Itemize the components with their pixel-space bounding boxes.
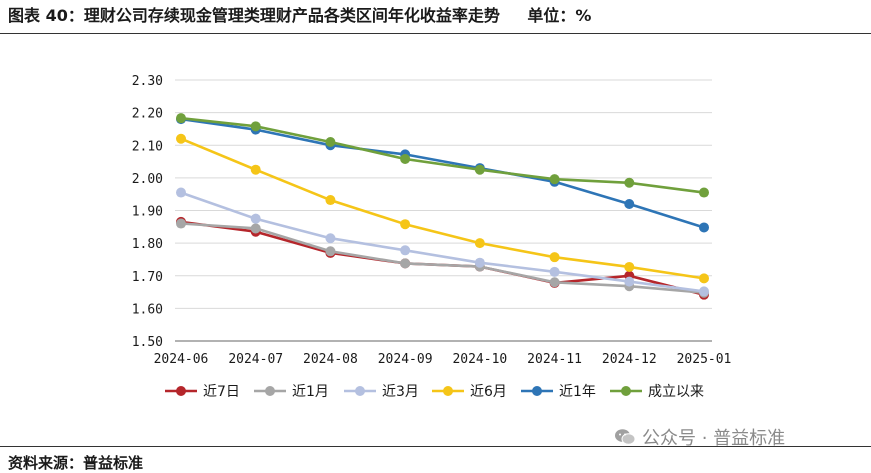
data-point xyxy=(250,121,261,132)
x-tick-label: 2024-06 xyxy=(154,352,209,367)
data-point xyxy=(325,246,336,257)
wechat-icon xyxy=(615,429,636,445)
x-tick-label: 2025-01 xyxy=(677,352,732,367)
legend-swatch-marker xyxy=(176,386,186,396)
data-point xyxy=(176,218,186,229)
legend-label: 近1年 xyxy=(559,384,596,400)
series-line-6 xyxy=(180,116,705,194)
legend-swatch-marker xyxy=(355,386,365,396)
x-tick-label: 2024-07 xyxy=(228,352,283,367)
y-tick-label: 1.80 xyxy=(132,237,163,252)
figure-label: 图表 40：理财公司存续现金管理类理财产品各类区间年化收益率走势 xyxy=(8,6,500,25)
series-line-2 xyxy=(180,222,705,294)
legend-label: 近6月 xyxy=(470,384,507,400)
series-line-4 xyxy=(180,137,705,280)
data-point xyxy=(325,233,336,244)
data-point xyxy=(325,195,336,206)
y-tick-label: 1.70 xyxy=(132,270,163,285)
legend-label: 近3月 xyxy=(382,384,419,400)
unit-label: 单位：% xyxy=(527,6,592,25)
data-point xyxy=(624,261,635,272)
data-point xyxy=(250,223,261,234)
y-tick-label: 1.50 xyxy=(132,335,163,350)
data-point xyxy=(549,266,560,277)
data-point xyxy=(176,133,186,144)
legend-label: 近1月 xyxy=(292,384,329,400)
x-tick-label: 2024-10 xyxy=(452,352,507,367)
watermark: 公众号 · 普益标准 xyxy=(614,424,785,450)
data-point xyxy=(699,273,709,284)
series-line-5 xyxy=(180,117,705,229)
legend-swatch-marker xyxy=(621,386,631,396)
series-line-3 xyxy=(180,191,705,293)
x-tick-label: 2024-12 xyxy=(602,352,657,367)
y-tick-label: 1.60 xyxy=(132,302,163,317)
data-point xyxy=(474,238,485,249)
data-point xyxy=(624,177,635,188)
data-point xyxy=(624,276,635,287)
y-tick-label: 2.30 xyxy=(132,74,163,89)
data-point xyxy=(474,164,485,175)
data-point xyxy=(699,286,709,297)
x-tick-label: 2024-11 xyxy=(527,352,582,367)
data-point xyxy=(699,187,709,198)
legend-swatch-marker xyxy=(532,386,542,396)
y-tick-label: 1.90 xyxy=(132,205,163,220)
y-tick-label: 2.20 xyxy=(132,107,163,122)
legend-swatch-marker xyxy=(443,386,453,396)
data-point xyxy=(549,174,560,185)
data-point xyxy=(474,257,485,268)
source-note: 资料来源：普益标准 xyxy=(8,454,144,472)
bottom-divider xyxy=(0,446,871,447)
data-point xyxy=(400,258,411,269)
legend-swatch-marker xyxy=(265,386,275,396)
data-point xyxy=(250,164,261,175)
data-point xyxy=(699,222,709,233)
figure-title: 图表 40：理财公司存续现金管理类理财产品各类区间年化收益率走势 单位：% xyxy=(8,4,863,28)
legend-label: 成立以来 xyxy=(648,384,704,400)
data-point xyxy=(549,252,560,263)
watermark-text: 公众号 · 普益标准 xyxy=(642,428,786,449)
data-point xyxy=(250,213,261,224)
data-point xyxy=(549,277,560,288)
x-tick-label: 2024-08 xyxy=(303,352,358,367)
data-point xyxy=(325,136,336,147)
x-tick-label: 2024-09 xyxy=(378,352,433,367)
top-divider xyxy=(0,33,871,34)
data-point xyxy=(176,187,186,198)
legend-label: 近7日 xyxy=(203,384,240,400)
y-tick-label: 2.00 xyxy=(132,172,163,187)
data-point xyxy=(624,198,635,209)
data-point xyxy=(400,219,411,230)
data-point xyxy=(400,245,411,256)
data-point xyxy=(176,113,186,124)
y-tick-label: 2.10 xyxy=(132,139,163,154)
data-point xyxy=(400,153,411,164)
